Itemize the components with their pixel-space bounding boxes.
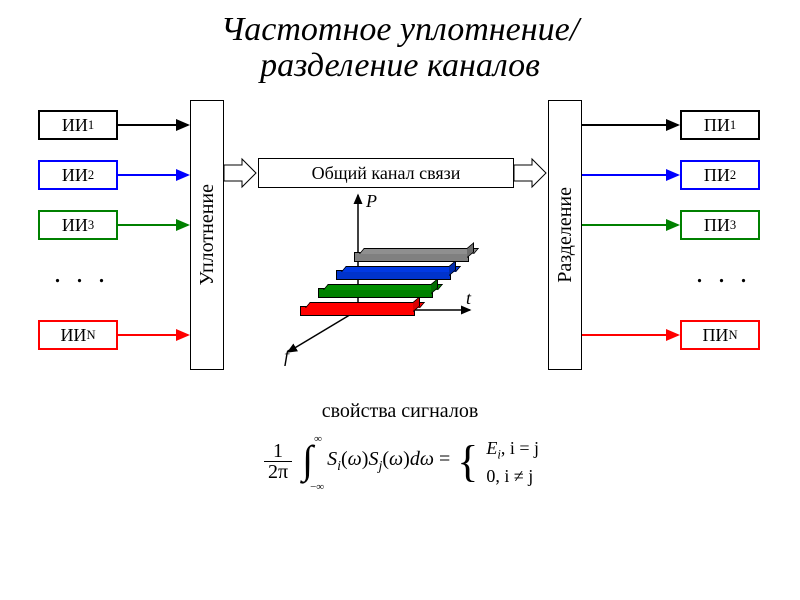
source-box: ИИ2 (38, 160, 118, 190)
fraction-num: 1 (264, 441, 292, 462)
axis-label-P: P (366, 191, 377, 212)
fraction-den: 2π (264, 462, 292, 482)
cases: Ei, i = j 0, i ≠ j (486, 436, 539, 488)
common-channel-label: Общий канал связи (312, 163, 461, 184)
title-line2: разделение каналов (260, 47, 540, 84)
multiplexer-label: Уплотнение (196, 184, 219, 285)
integral-sign: ∫ ∞ −∞ (302, 439, 320, 485)
spectrum-bar (300, 306, 415, 316)
integral-body: Si(ω)Sj(ω)dω = (327, 448, 455, 470)
spectrum-bar (336, 270, 451, 280)
diagram-svg (0, 0, 800, 600)
integral-lower: −∞ (310, 481, 324, 493)
source-box: ИИN (38, 320, 118, 350)
ellipsis-left: . . . (54, 258, 109, 290)
spectrum-bar (354, 252, 469, 262)
destination-box: ПИ2 (680, 160, 760, 190)
page-title: Частотное уплотнение/ разделение каналов (0, 12, 800, 83)
title-line1: Частотное уплотнение/ (221, 11, 579, 48)
destination-box: ПИ1 (680, 110, 760, 140)
destination-box: ПИN (680, 320, 760, 350)
fraction: 1 2π (264, 441, 292, 482)
spectrum-bar (318, 288, 433, 298)
multiplexer-block: Уплотнение (190, 100, 224, 370)
ellipsis-right: . . . (696, 258, 751, 290)
integral-upper: ∞ (314, 433, 322, 445)
orthogonality-formula: 1 2π ∫ ∞ −∞ Si(ω)Sj(ω)dω = { Ei, i = j 0… (0, 436, 800, 488)
demultiplexer-block: Разделение (548, 100, 582, 370)
demultiplexer-label: Разделение (554, 187, 577, 283)
source-box: ИИ3 (38, 210, 118, 240)
signals-caption: свойства сигналов (0, 400, 800, 423)
destination-box: ПИ3 (680, 210, 760, 240)
common-channel-block: Общий канал связи (258, 158, 514, 188)
axis-label-t: t (466, 288, 471, 309)
source-box: ИИ1 (38, 110, 118, 140)
axis-label-f: f (284, 346, 289, 367)
brace-icon: { (457, 442, 478, 482)
